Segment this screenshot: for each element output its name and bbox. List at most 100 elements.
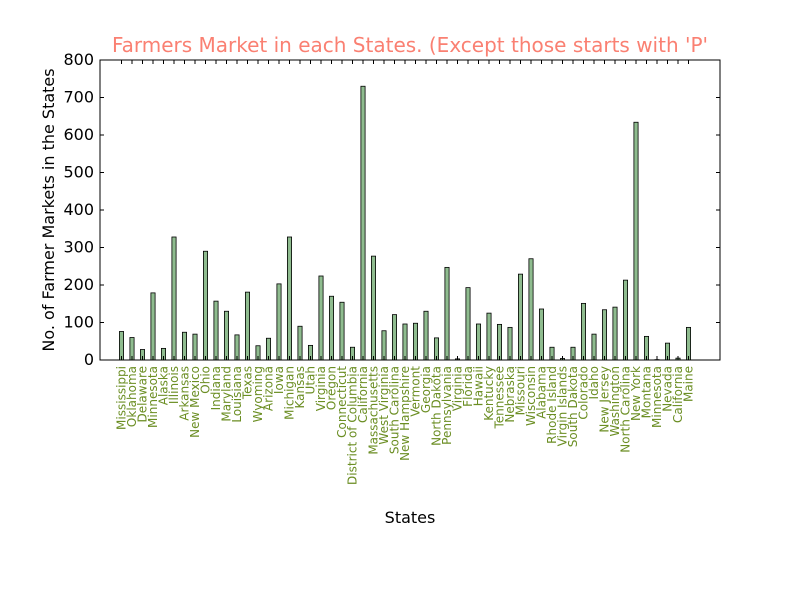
x-tick-label: Maine: [682, 366, 696, 402]
x-tick-label: Wisconsin: [524, 366, 538, 426]
chart-title: Farmers Market in each States. (Except t…: [112, 33, 708, 57]
bar: [633, 121, 639, 361]
x-tick-label: Wyoming: [251, 366, 265, 422]
x-tick-label: Texas: [241, 366, 255, 400]
bar: [119, 331, 125, 361]
bar: [539, 308, 545, 361]
y-tick-label: 700: [63, 88, 94, 107]
bar: [686, 326, 692, 361]
x-tick-label: Vermont: [409, 366, 423, 417]
x-tick-label: Alaska: [157, 366, 171, 405]
bar: [318, 275, 324, 361]
x-tick-label: Maryland: [220, 366, 234, 422]
x-tick-label: Idaho: [587, 366, 601, 399]
bar: [423, 310, 429, 361]
x-tick-label: Rhode Island: [545, 366, 559, 444]
x-tick-label: South Dakota: [566, 366, 580, 447]
x-tick-label: California: [356, 366, 370, 423]
x-tick-label: Virgin Islands: [556, 366, 570, 446]
x-tick-label: Alabama: [535, 366, 549, 419]
bar: [297, 325, 303, 361]
x-tick-label: Kentucky: [482, 366, 496, 421]
bar: [612, 306, 618, 361]
bar: [507, 326, 513, 361]
x-tick-label: Hawaii: [472, 366, 486, 406]
bar: [181, 331, 187, 361]
bar: [360, 85, 366, 361]
x-tick-label: District of Columbia: [346, 366, 360, 485]
bar: [171, 236, 177, 361]
bar: [328, 295, 334, 361]
x-tick-label: Florida: [461, 366, 475, 407]
y-tick-label: 200: [63, 275, 94, 294]
x-tick-label: Connecticut: [335, 366, 349, 438]
bar: [465, 287, 471, 361]
bar: [286, 236, 292, 361]
bar: [202, 250, 208, 361]
plot-area: 0 100 200 300 400 500 600 700 800 MississippiOkla…: [63, 50, 721, 485]
bar: [602, 309, 608, 361]
x-tick-label: Massachusetts: [367, 366, 381, 455]
x-tick-label: Washington: [608, 366, 622, 437]
bar: [444, 266, 450, 361]
bar: [623, 279, 629, 361]
y-tick-label: 400: [63, 200, 94, 219]
x-tick-label: New Jersey: [598, 366, 612, 433]
x-tick-label: Ohio: [199, 366, 213, 394]
bar: [244, 291, 250, 361]
x-tick-label: Louisiana: [230, 366, 244, 423]
bar: [412, 322, 418, 361]
x-tick-label: New Hampshire: [398, 366, 412, 461]
bar: [581, 302, 587, 361]
bar: [402, 323, 408, 361]
x-tick-label: New Mexico: [188, 366, 202, 438]
x-tick-label: Virginia: [451, 366, 465, 411]
bar: [370, 255, 376, 361]
bar: [339, 301, 345, 361]
x-tick-label: Illinois: [167, 366, 181, 404]
bar: [528, 258, 534, 361]
x-tick-label: Tennessee: [493, 366, 507, 430]
bar: [223, 310, 229, 361]
x-tick-label: Nebraska: [503, 366, 517, 423]
x-axis-label: States: [385, 508, 436, 527]
x-tick-label: Michigan: [283, 366, 297, 420]
x-tick-label: Delaware: [136, 366, 150, 423]
x-tick-label: North Carolina: [619, 366, 633, 453]
bar: [213, 300, 219, 361]
x-tick-label: Utah: [304, 366, 318, 394]
bar: [518, 273, 524, 361]
bar: [486, 312, 492, 361]
y-tick-label: 600: [63, 125, 94, 144]
y-axis-label: No. of Farmer Markets in the States: [39, 68, 58, 351]
y-tick-label: 800: [63, 50, 94, 69]
x-tick-label: South Carolina: [388, 366, 402, 454]
y-tick-label: 0: [84, 350, 94, 369]
y-tick-label: 500: [63, 163, 94, 182]
x-tick-label: Oklahoma: [125, 366, 139, 427]
x-tick-label: Georgia: [419, 366, 433, 413]
x-tick-label: West Virginia: [377, 366, 391, 445]
x-tick-label: New York: [629, 366, 643, 421]
bar: [150, 292, 156, 361]
bar: [381, 330, 387, 361]
y-tick-label: 300: [63, 238, 94, 257]
bar: [276, 283, 282, 361]
x-tick-label: Minnesota: [650, 366, 664, 428]
y-tick-label: 100: [63, 313, 94, 332]
x-tick-label: Nevada: [661, 366, 675, 412]
x-tick-label: North Dakota: [430, 366, 444, 446]
x-tick-label: Minnesota: [146, 366, 160, 428]
x-tick-label: Montana: [640, 366, 654, 418]
bar: [496, 323, 502, 361]
x-tick-label: Colorado: [577, 366, 591, 420]
x-tick-label: Virginia: [314, 366, 328, 411]
x-tick-label: Pennsylvania: [440, 366, 454, 445]
x-tick-label: Mississippi: [115, 366, 129, 430]
x-tick-label: Indiana: [209, 366, 223, 410]
x-tick-label: Oregon: [325, 366, 339, 410]
x-tick-label: Arizona: [262, 366, 276, 411]
bar: [475, 323, 481, 361]
